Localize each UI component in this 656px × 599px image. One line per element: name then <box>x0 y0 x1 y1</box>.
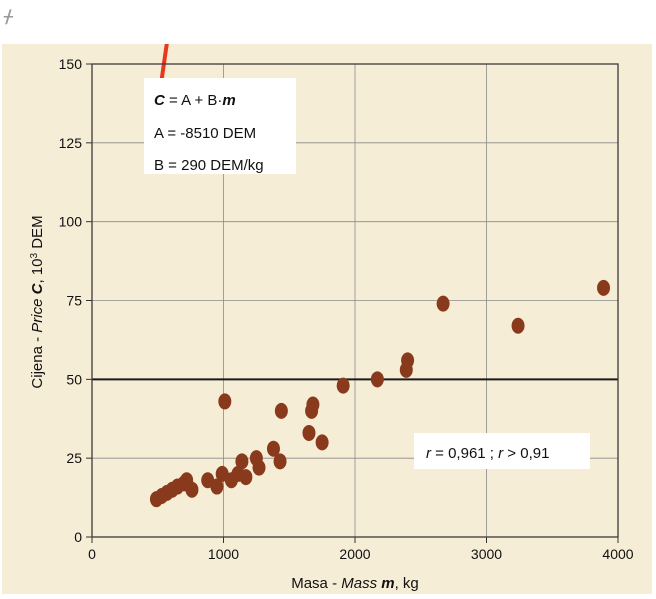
y-label-unit: DEM <box>29 215 46 253</box>
x-label-symbol: m <box>381 575 394 592</box>
x-tick-label: 2000 <box>339 546 370 562</box>
data-point <box>185 481 199 498</box>
plot-frame <box>91 63 619 538</box>
x-axis-label: Masa - Mass m, kg <box>291 575 419 592</box>
data-point <box>218 393 232 410</box>
data-point <box>370 371 384 388</box>
correlation-box <box>414 433 590 469</box>
y-tick-label: 0 <box>74 529 82 545</box>
r-symbol-2: r <box>498 445 504 462</box>
data-point <box>252 459 266 476</box>
y-label-suffix: , 10 <box>29 258 46 283</box>
x-tick-label: 0 <box>88 546 96 562</box>
data-point <box>302 424 316 441</box>
correlation-text: r = 0,961 ; r > 0,91 <box>426 445 549 462</box>
x-tick-label: 4000 <box>602 546 633 562</box>
data-point <box>401 352 415 369</box>
x-label-italic: Mass <box>341 575 381 592</box>
y-axis-label: Cijena - Price C, 103 DEM <box>29 215 47 388</box>
formula-mid: = A + B· <box>165 92 223 109</box>
data-point <box>235 453 249 470</box>
y-tick-label: 50 <box>66 371 82 387</box>
data-point <box>273 453 287 470</box>
y-tick-label: 25 <box>66 450 82 466</box>
tick-layer: 0 1000 2000 3000 4000 0 25 50 75 100 125 150 <box>59 56 634 562</box>
x-label-prefix: Masa - <box>291 575 341 592</box>
y-label-prefix: Cijena - <box>29 333 46 389</box>
r-symbol-1: r <box>426 445 432 462</box>
data-point <box>436 295 450 312</box>
y-tick-label: 75 <box>66 293 82 309</box>
formula-box <box>144 78 296 174</box>
y-tick-label: 150 <box>59 56 83 72</box>
y-label-italic: Price <box>29 294 46 332</box>
x-tick-label: 3000 <box>471 546 502 562</box>
a-value-text: A = -8510 DEM <box>154 125 256 142</box>
data-point <box>597 279 611 296</box>
scatter-chart: 0 1000 2000 3000 4000 0 25 50 75 100 125 150 C = A … <box>29 0 634 592</box>
formula-rhs: m <box>222 92 235 109</box>
r-threshold: > 0,91 <box>503 445 549 462</box>
data-point <box>306 396 320 413</box>
r-value: = 0,961 ; <box>431 445 498 462</box>
formula-text: C = A + B·m <box>154 92 236 109</box>
corner-mark: ᚋ <box>4 6 13 27</box>
y-tick-label: 100 <box>59 214 83 230</box>
data-point <box>336 377 350 394</box>
y-label-sup: 3 <box>29 252 40 258</box>
formula-lhs: C <box>154 92 166 109</box>
y-tick-label: 125 <box>59 135 83 151</box>
data-point <box>274 402 288 419</box>
data-point <box>266 440 280 457</box>
b-value-text: B = 290 DEM/kg <box>154 157 264 174</box>
data-point <box>315 434 329 451</box>
point-layer <box>149 0 611 508</box>
y-label-symbol: C <box>29 282 46 294</box>
data-point <box>210 478 224 495</box>
data-point <box>239 469 253 486</box>
data-point <box>511 317 525 334</box>
x-label-suffix: , kg <box>395 575 419 592</box>
x-tick-label: 1000 <box>208 546 239 562</box>
